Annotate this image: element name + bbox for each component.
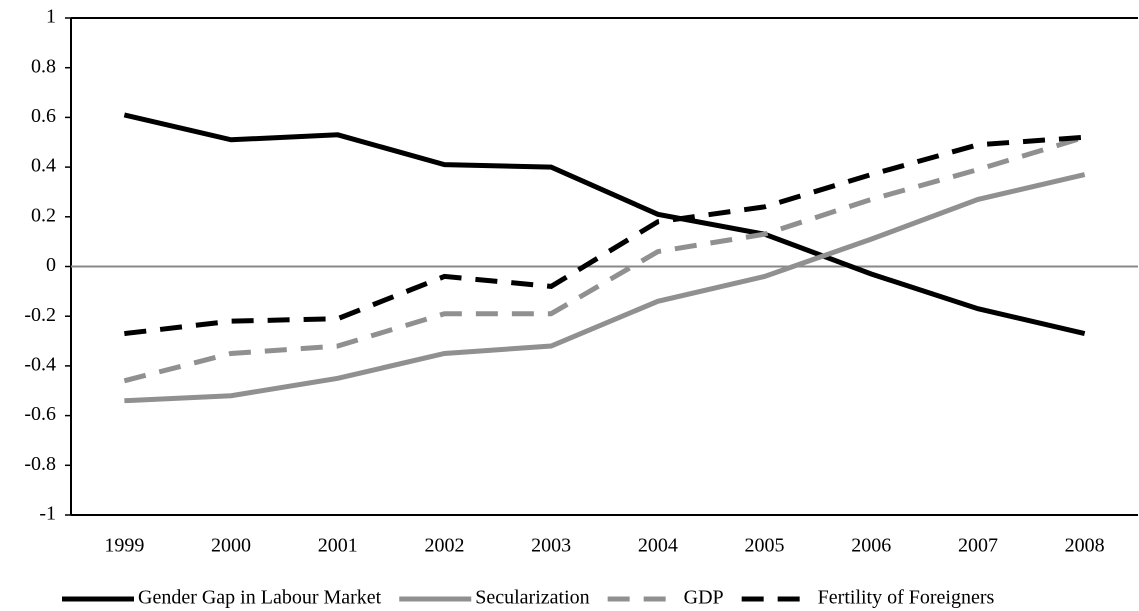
y-tick-label: -1 xyxy=(39,503,56,525)
y-tick-label: 0.8 xyxy=(31,55,56,77)
x-tick-label: 2001 xyxy=(318,535,358,557)
y-tick-label: -0.8 xyxy=(24,453,56,475)
series-line xyxy=(123,134,1086,384)
y-tick-label: 0.6 xyxy=(31,105,56,127)
y-tick-label: 1 xyxy=(46,6,56,28)
series-line xyxy=(124,134,1085,337)
x-tick-label: 2008 xyxy=(1065,535,1105,557)
x-tick-label: 2005 xyxy=(745,535,785,557)
x-tick-label: 2006 xyxy=(851,535,891,557)
y-tick-label: 0 xyxy=(46,254,56,276)
legend-label: Secularization xyxy=(475,587,589,609)
x-tick-label: 2002 xyxy=(424,535,464,557)
legend-label: Gender Gap in Labour Market xyxy=(138,587,382,609)
y-tick-label: -0.4 xyxy=(24,353,56,375)
y-tick-label: 0.2 xyxy=(31,204,56,226)
y-tick-label: -0.6 xyxy=(24,403,56,425)
x-tick-label: 2000 xyxy=(211,535,251,557)
x-tick-label: 2007 xyxy=(958,535,998,557)
x-tick-label: 2004 xyxy=(638,535,678,557)
legend-label: Fertility of Foreigners xyxy=(818,587,995,609)
y-tick-label: 0.4 xyxy=(31,155,56,177)
series-line xyxy=(123,112,1086,337)
series-line xyxy=(124,172,1086,404)
x-tick-label: 1999 xyxy=(104,535,144,557)
legend-label: GDP xyxy=(684,587,724,609)
x-tick-label: 2003 xyxy=(531,535,571,557)
y-tick-label: -0.2 xyxy=(24,304,56,326)
